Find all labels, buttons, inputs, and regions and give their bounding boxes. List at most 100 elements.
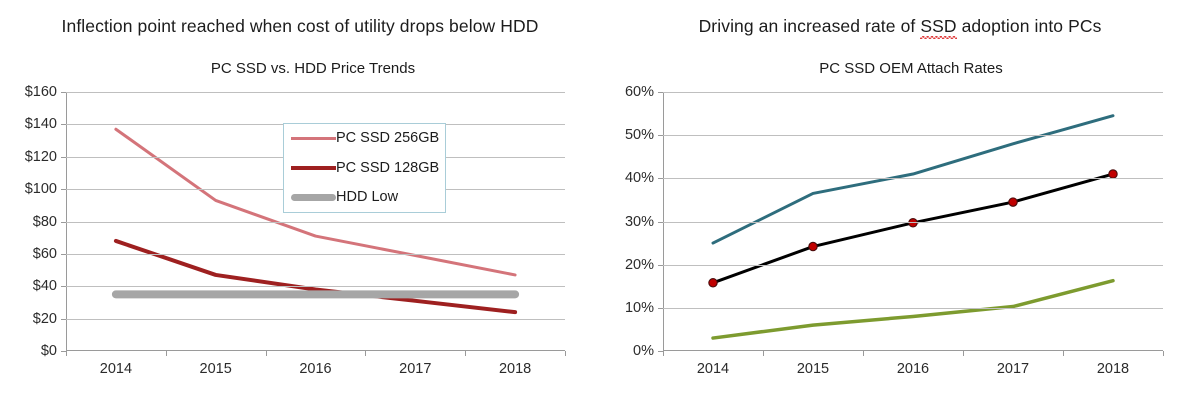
right-caption-text-pre: Driving an increased rate of [698,16,921,36]
left-caption: Inflection point reached when cost of ut… [0,16,600,37]
gridline [663,92,1163,93]
legend-label-hdd-low: HDD Low [336,188,399,205]
x-axis-tick [1063,351,1064,356]
left-chart-panel: Inflection point reached when cost of ut… [0,16,600,377]
series-data-point [908,218,918,228]
x-axis-tick [265,351,267,356]
x-axis-tick [1163,351,1164,356]
y-axis-tick [658,178,663,180]
y-axis-tick [658,351,663,352]
series-data-point [708,278,718,288]
y-axis-label: 0% [633,343,654,359]
y-axis-tick [61,156,66,158]
y-axis-tick [61,253,66,255]
y-axis-tick [61,92,66,93]
x-axis-label: 2015 [199,361,232,377]
y-axis-label: $160 [24,84,57,100]
x-axis-tick [763,351,764,356]
gridline [663,264,1163,266]
legend-item-hdd-low: HDD Low [284,183,445,212]
y-axis-label: 50% [624,127,654,144]
right-chart-title: PC SSD OEM Attach Rates [819,60,1003,77]
right-caption: Driving an increased rate of SSD adoptio… [600,16,1200,39]
x-axis-tick [963,351,964,356]
right-chart-panel: Driving an increased rate of SSD adoptio… [600,0,1200,402]
y-axis-tick [658,135,663,137]
legend-item-ssd-256: PC SSD 256GB [284,124,445,153]
x-axis-tick [863,351,864,356]
y-axis-label: 20% [624,256,654,273]
y-axis-tick [61,124,66,126]
y-axis-tick [658,221,663,223]
y-axis-label: 60% [624,84,654,100]
left-caption-text: Inflection point reached when cost of ut… [61,16,539,36]
y-axis-tick [61,189,66,191]
y-axis-label: 30% [624,213,654,230]
series-line [711,114,1115,245]
gridline [66,318,565,320]
series-line [711,278,1115,340]
x-axis-tick [465,351,467,356]
right-series-lines [708,114,1118,340]
y-axis-tick [658,307,663,309]
y-axis-tick [61,318,66,320]
x-axis-label: 2015 [796,361,830,377]
y-axis-label: $60 [32,245,57,262]
x-axis-label: 2017 [399,361,432,377]
legend-swatch-ssd-128 [291,165,336,170]
x-axis-label: 2014 [696,361,730,377]
x-axis-tick [66,351,67,356]
legend-label-ssd-256: PC SSD 256GB [336,130,440,147]
y-axis-label: $120 [24,148,57,165]
gridline [663,221,1163,223]
series-line [114,127,517,277]
left-series-lines [111,127,520,315]
x-axis-tick [663,351,664,356]
y-axis-label: 40% [624,170,654,187]
y-axis-tick [658,92,663,93]
series-line [711,172,1115,285]
gridline [66,221,565,223]
gridline [66,286,565,288]
right-caption-misspelled-word: SSD [920,16,957,39]
gridline [66,92,565,93]
x-axis-label: 2018 [1096,361,1130,377]
y-axis-tick [61,221,66,223]
y-axis-label: 10% [624,299,654,316]
series-data-point [1008,197,1018,207]
legend-swatch-ssd-256 [291,137,336,141]
legend-item-ssd-128: PC SSD 128GB [284,153,445,182]
x-axis-label: 2016 [299,361,332,377]
x-axis-line [66,350,565,351]
x-axis-label: 2016 [896,361,930,377]
y-axis-label: $40 [32,278,57,295]
y-axis-label: $20 [32,310,57,327]
x-axis-label: 2017 [996,361,1030,377]
x-axis-tick [565,351,566,356]
y-axis-tick [61,351,66,352]
gridline [663,135,1163,137]
gridline [66,253,565,255]
x-axis-tick [365,351,367,356]
legend-label-ssd-128: PC SSD 128GB [336,159,440,176]
y-axis-tick [658,264,663,266]
y-axis-label: $0 [40,343,57,359]
series-line [113,238,518,315]
legend-swatch-hdd-low [291,193,336,201]
right-caption-text-post: adoption into PCs [956,16,1102,36]
series-data-point [1108,169,1118,179]
y-axis-label: $80 [32,213,57,230]
y-axis-label: $140 [24,116,57,133]
y-axis-label: $100 [24,181,57,198]
right-plot-area: 0% 10% 20% 30% 40% 50% 60% 2014 2015 2016 2017 2018 [625,84,1164,377]
y-axis-tick [61,286,66,288]
x-axis-label: 2014 [99,361,133,377]
gridline [663,178,1163,180]
left-chart-legend: PC SSD 256GB PC SSD 128GB HDD Low [283,123,446,213]
series-data-point [808,241,818,252]
gridline [663,307,1163,309]
left-chart-title: PC SSD vs. HDD Price Trends [210,60,416,77]
x-axis-label: 2018 [498,361,532,377]
x-axis-tick [165,351,167,356]
